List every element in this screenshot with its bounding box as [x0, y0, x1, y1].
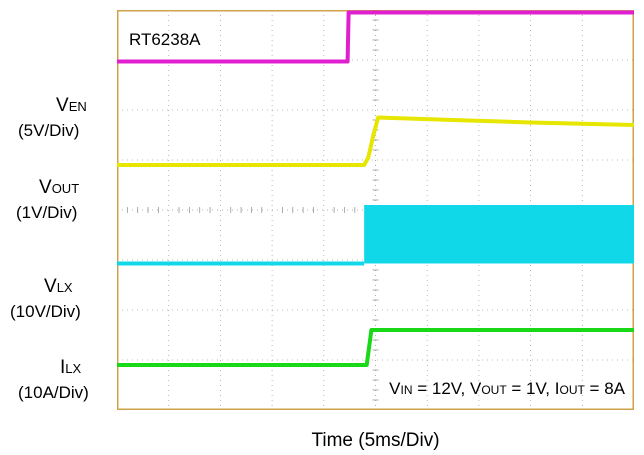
ven-label: VEN (5V/Div): [18, 95, 87, 140]
condition-text: = 12V,: [412, 379, 470, 398]
ilx-label: ILX (10A/Div): [18, 357, 89, 402]
condition-text: = 1V,: [507, 379, 555, 398]
vout-trace: [117, 115, 634, 167]
vout-label: VOUT (1V/Div): [16, 177, 80, 222]
time-axis-label: Time (5ms/Div): [311, 430, 440, 451]
test-condition-note: VIN = 12V, VOUT = 1V, IOUT = 8A: [389, 379, 626, 398]
condition-text: V: [470, 379, 482, 398]
vout-scale: (1V/Div): [16, 203, 78, 222]
condition-subscript: OUT: [559, 383, 585, 397]
condition-text: V: [389, 379, 401, 398]
condition-text: = 8A: [585, 379, 626, 398]
vlx-scale: (10V/Div): [10, 302, 81, 321]
ilx-trace: [117, 328, 634, 367]
vlx-switching-band: [365, 205, 634, 264]
ven-scale: (5V/Div): [18, 121, 80, 140]
condition-subscript: IN: [400, 383, 412, 397]
condition-text: I: [555, 379, 560, 398]
ilx-scale: (10A/Div): [18, 383, 89, 402]
plot-title: RT6238A: [129, 30, 201, 49]
ven-trace: [117, 10, 634, 64]
vlx-label: VLX (10V/Div): [10, 276, 81, 321]
condition-subscript: OUT: [481, 383, 507, 397]
